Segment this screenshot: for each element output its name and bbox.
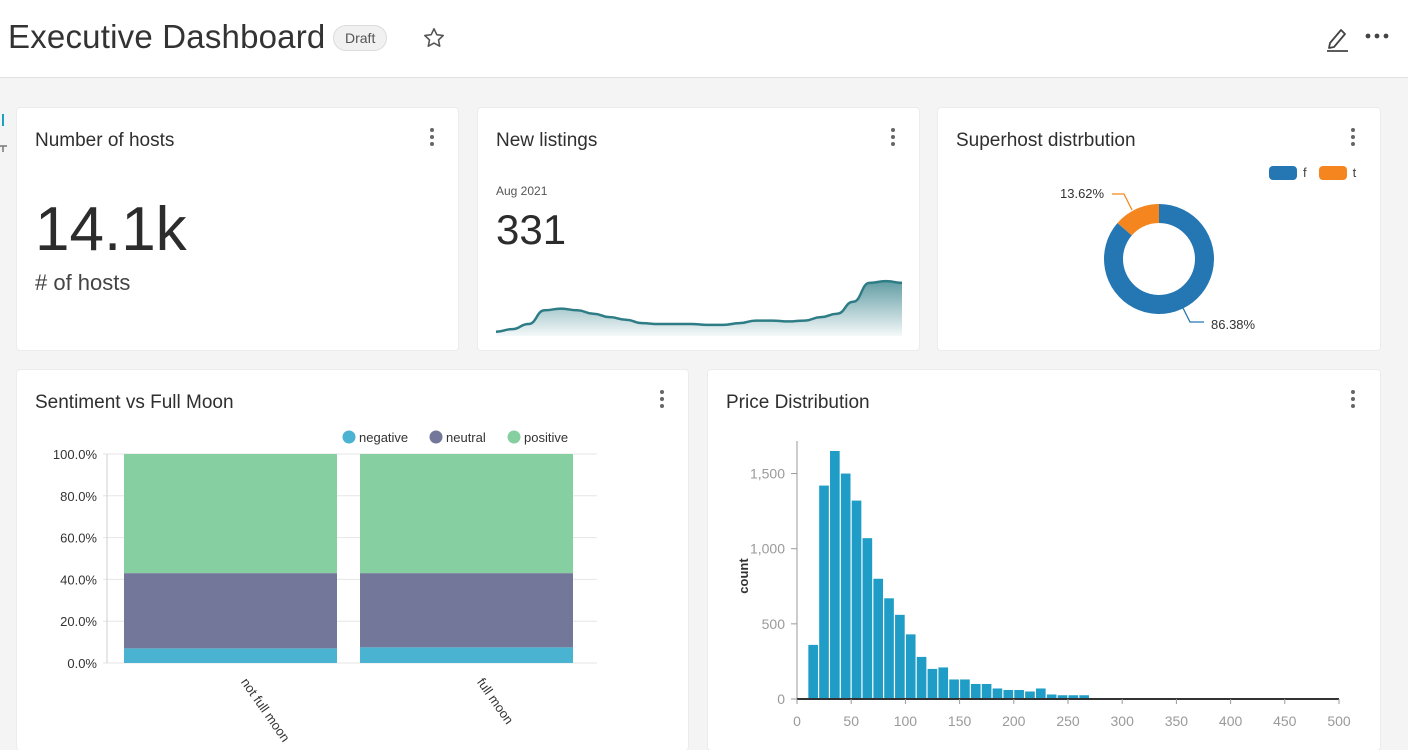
page-title: Executive Dashboard [8,18,325,56]
hist-bar [928,669,938,699]
star-icon[interactable] [422,26,446,50]
x-tick-label: 250 [1056,713,1080,729]
hist-bar [1025,691,1035,699]
bar-segment-neutral [124,573,337,648]
hist-bar [1003,690,1013,699]
hist-bar [938,667,948,699]
hist-bar [852,501,862,699]
legend-swatch-f [1269,166,1297,180]
legend-label-t: t [1353,165,1357,180]
bar-segment-negative [124,648,337,663]
card-menu-icon[interactable] [1348,128,1358,150]
y-tick-label: 80.0% [60,489,97,504]
card-title: Price Distribution [726,392,870,414]
donut-label-f: 86.38% [1211,317,1255,332]
hist-bar [819,486,829,699]
bar-segment-negative [360,647,573,663]
hist-bar [993,688,1003,699]
x-tick-label: 50 [843,713,859,729]
y-tick-label: 60.0% [60,531,97,546]
hosts-value: 14.1k [35,194,187,265]
legend-swatch-t [1319,166,1347,180]
leader-line-t [1112,194,1132,210]
y-tick-label: 20.0% [60,614,97,629]
x-tick-label: 150 [948,713,972,729]
hist-bar [906,634,916,699]
card-menu-icon[interactable] [888,128,898,150]
card-title: Sentiment vs Full Moon [35,392,234,414]
legend-marker-neutral [430,431,443,444]
hist-bar [1036,688,1046,699]
hist-bar [830,451,840,699]
price-chart: 0 500 1,000 1,500 count 0 50 100 150 200 250 300 350… [708,420,1380,750]
price-card: Price Distribution 0 500 1,000 1,500 count 0 5… [708,370,1380,750]
legend-label-negative: negative [359,430,408,445]
hist-bar [1014,690,1024,699]
more-horizontal-icon[interactable] [1364,26,1390,46]
x-tick-label: 450 [1273,713,1297,729]
listings-period: Aug 2021 [496,184,547,198]
hosts-card: Number of hosts 14.1k # of hosts [17,108,458,350]
card-title: Superhost distrbution [956,130,1136,152]
y-tick-label: 0.0% [67,656,97,671]
legend-label-neutral: neutral [446,430,486,445]
hist-bar [971,684,981,699]
sidebar-edge-marks [0,112,8,152]
hist-bar [808,645,818,699]
y-tick-label: 500 [762,616,786,632]
listings-value: 331 [496,206,566,254]
card-title: Number of hosts [35,130,174,152]
superhost-donut [1048,178,1258,338]
legend-label-f: f [1303,165,1307,180]
hist-bar [841,474,851,699]
legend-marker-negative [343,431,356,444]
x-tick-label: 300 [1111,713,1135,729]
pencil-icon[interactable] [1324,24,1350,52]
donut-label-t: 13.62% [1060,186,1104,201]
hist-bar [960,679,970,699]
bar-segment-positive [124,454,337,573]
sentiment-chart: negative neutral positive 0.0% 20.0% 40.0% 60.… [17,420,688,750]
bar-segment-neutral [360,573,573,647]
status-badge: Draft [333,25,387,51]
card-menu-icon[interactable] [1348,390,1358,412]
hist-bar [863,538,873,699]
y-tick-label: 1,000 [750,541,785,557]
x-tick-label: 200 [1002,713,1026,729]
x-tick-label: 0 [793,713,801,729]
x-tick-label: not full moon [238,675,293,745]
card-title: New listings [496,130,597,152]
card-menu-icon[interactable] [427,128,437,150]
card-menu-icon[interactable] [657,390,667,412]
bar-segment-positive [360,454,573,573]
x-tick-label: 400 [1219,713,1243,729]
legend-label-positive: positive [524,430,568,445]
hist-bar [949,679,959,699]
hist-bar [873,579,883,699]
top-bar: Executive Dashboard Draft [0,0,1408,78]
sentiment-card: Sentiment vs Full Moon negative neutral po… [17,370,688,750]
hist-bar [982,684,992,699]
y-tick-label: 1,500 [750,466,785,482]
y-tick-label: 100.0% [53,447,98,462]
hist-bar [895,615,905,699]
leader-line-f [1182,306,1204,322]
x-tick-label: 500 [1327,713,1351,729]
hist-bar [917,657,927,699]
legend-marker-positive [508,431,521,444]
hosts-label: # of hosts [35,270,130,296]
y-tick-label: 0 [777,691,785,707]
hist-bar [884,598,894,699]
x-tick-label: full moon [474,675,517,727]
y-tick-label: 40.0% [60,572,97,587]
listings-sparkline [496,276,902,336]
x-tick-label: 350 [1165,713,1189,729]
x-tick-label: 100 [894,713,918,729]
y-axis-label: count [736,558,751,594]
listings-card: New listings Aug 2021 331 [478,108,919,350]
